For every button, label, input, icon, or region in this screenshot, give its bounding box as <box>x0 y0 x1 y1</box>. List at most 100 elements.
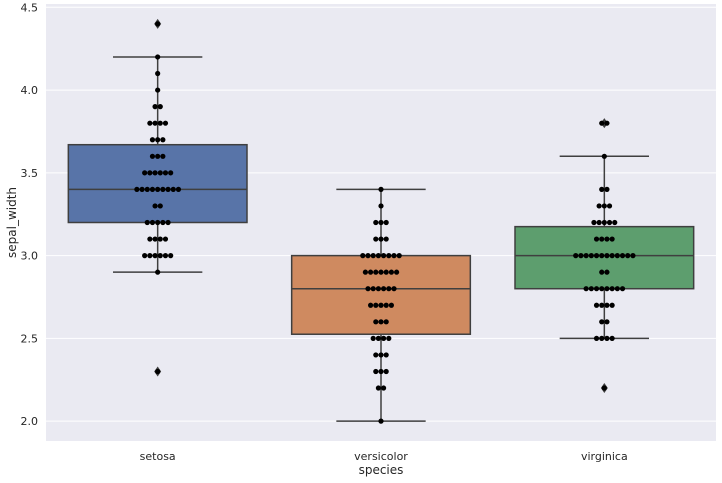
y-axis-label: sepal_width <box>5 187 19 258</box>
swarm-point <box>394 269 400 275</box>
swarm-point <box>599 186 605 192</box>
swarm-point <box>599 236 605 242</box>
swarm-point <box>370 253 376 259</box>
swarm-point <box>378 352 384 358</box>
swarm-point <box>365 286 371 292</box>
swarm-point <box>157 120 163 126</box>
swarm-point <box>391 253 397 259</box>
swarm-point <box>609 335 615 341</box>
swarm-point <box>160 137 166 143</box>
swarm-point <box>396 253 402 259</box>
swarm-point <box>383 302 389 308</box>
swarm-point <box>604 319 610 325</box>
swarm-point <box>625 253 631 259</box>
x-tick-labels: setosa versicolor virginica <box>140 450 628 463</box>
swarm-point <box>152 104 158 110</box>
swarm-point <box>378 418 384 424</box>
swarm-point <box>155 137 161 143</box>
swarm-point <box>373 302 379 308</box>
swarm-point <box>601 385 607 391</box>
swarm-point <box>157 236 163 242</box>
swarm-point <box>378 186 384 192</box>
swarm-point <box>381 253 387 259</box>
swarm-point <box>134 186 140 192</box>
swarm-point <box>157 104 163 110</box>
y-tick-labels: 2.0 2.5 3.0 3.5 4.0 4.5 <box>21 1 39 428</box>
swarm-point <box>612 219 618 226</box>
swarm-point <box>386 253 392 259</box>
swarm-point <box>162 253 169 259</box>
y-tick-label: 3.0 <box>21 250 39 263</box>
swarm-point <box>609 286 615 292</box>
swarm-point <box>383 319 389 325</box>
swarm-point <box>147 120 153 126</box>
swarm-point <box>591 219 597 226</box>
swarm-point <box>152 236 158 242</box>
swarm-point <box>596 203 602 209</box>
swarm-point <box>606 219 613 226</box>
swarm-point <box>157 203 163 209</box>
swarm-point <box>147 170 153 176</box>
swarm-point <box>157 170 163 176</box>
swarm-point <box>383 368 389 375</box>
swarm-point <box>609 236 615 242</box>
swarm-point <box>155 186 161 192</box>
swarm-point <box>170 186 176 192</box>
swarm-point <box>391 286 397 292</box>
y-tick-label: 2.0 <box>21 415 39 428</box>
box-virginica <box>514 118 695 394</box>
swarm-point <box>368 269 374 275</box>
swarm-point <box>381 385 387 391</box>
swarm-point <box>378 319 384 325</box>
swarm-point <box>362 269 368 275</box>
y-tick-label: 3.5 <box>21 167 39 180</box>
swarm-point <box>604 335 610 341</box>
swarm-point <box>162 236 169 242</box>
swarm-point <box>165 186 171 192</box>
swarm-point <box>388 269 394 275</box>
swarm-point <box>383 352 389 358</box>
swarm-point <box>370 286 376 292</box>
swarm-point <box>144 219 150 226</box>
swarm-point <box>368 302 374 308</box>
swarm-point <box>152 203 158 209</box>
y-tick-label: 2.5 <box>21 332 39 345</box>
swarm-point <box>619 253 626 259</box>
swarm-point <box>149 137 156 143</box>
swarm-point <box>155 269 161 275</box>
swarm-point <box>157 253 163 259</box>
swarm-point <box>599 319 605 325</box>
swarm-point <box>378 269 384 275</box>
swarm-point <box>604 236 610 242</box>
swarm-point <box>175 186 182 192</box>
swarm-point <box>375 385 381 391</box>
swarm-point <box>593 302 600 308</box>
swarm-point <box>160 153 166 159</box>
swarm-point <box>139 186 145 192</box>
swarm-point <box>593 335 600 341</box>
swarm-point <box>599 253 605 259</box>
swarm-point <box>573 253 579 259</box>
y-tick-label: 4.5 <box>21 1 39 14</box>
swarm-point <box>593 253 600 259</box>
swarm-point <box>378 203 384 209</box>
swarm-point <box>606 203 613 209</box>
swarm-point <box>599 269 605 275</box>
swarm-point <box>142 170 148 176</box>
swarm-point <box>147 236 153 242</box>
swarm-point <box>152 170 158 176</box>
swarm-point <box>155 54 161 60</box>
swarm-point <box>155 87 161 93</box>
swarm-point <box>593 286 600 292</box>
swarm-point <box>604 253 610 259</box>
swarm-point <box>378 368 384 375</box>
swarm-point <box>162 120 169 126</box>
swarm-point <box>386 335 392 341</box>
swarm-point <box>604 302 610 308</box>
swarm-point <box>375 253 381 259</box>
swarm-point <box>599 335 605 341</box>
swarm-point <box>381 335 387 341</box>
swarm-point <box>373 319 379 325</box>
swarm-point <box>619 286 626 292</box>
